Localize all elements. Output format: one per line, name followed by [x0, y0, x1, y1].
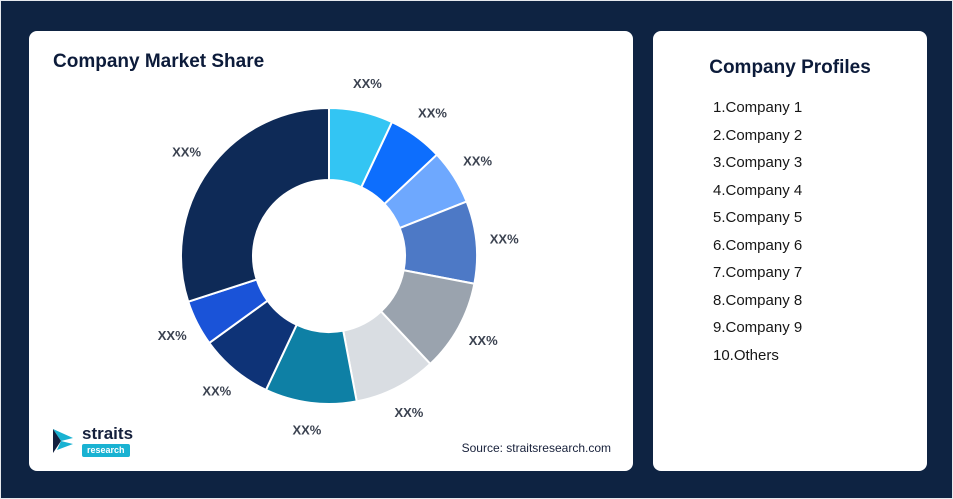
list-item: 8.Company 8	[713, 291, 803, 309]
segment-value-label: XX%	[490, 231, 519, 246]
donut-segment	[180, 107, 330, 303]
segment-value-label: XX%	[418, 106, 447, 121]
list-item: 9.Company 9	[713, 319, 803, 336]
logo-name: straits	[82, 424, 134, 444]
logo-subname: research	[82, 444, 130, 457]
segment-value-label: XX%	[469, 333, 498, 348]
segment-value-label: XX%	[394, 405, 423, 420]
company-profiles-card: Company Profiles 1.Company 1 2.Company 2 3…	[653, 31, 927, 471]
list-item: 4.Company 4	[713, 181, 803, 199]
segment-value-label: XX%	[202, 384, 231, 399]
chart-title: Company Market Share	[53, 51, 265, 72]
list-item: 1.Company 1	[713, 99, 803, 116]
source-attribution: Source: straitsresearch.com	[461, 441, 611, 455]
company-list: 1.Company 1 2.Company 2 3.Company 3 4.Compa…	[713, 99, 927, 364]
segment-value-label: XX%	[463, 154, 492, 169]
segment-value-label: XX%	[158, 328, 187, 343]
list-item: 3.Company 3	[713, 154, 803, 171]
list-item: 10.Others	[713, 346, 779, 364]
segment-value-label: XX%	[172, 145, 201, 160]
straits-logo-icon	[51, 428, 75, 454]
segment-value-label: XX%	[353, 76, 382, 91]
list-item: 2.Company 2	[713, 126, 803, 144]
market-share-card: Company Market Share XX% XX% XX% XX% XX% XX% X…	[29, 31, 633, 471]
profiles-title: Company Profiles	[709, 57, 871, 78]
donut-chart: XX% XX% XX% XX% XX% XX% XX% XX% XX% XX%	[158, 76, 519, 438]
list-item: 5.Company 5	[713, 209, 803, 226]
list-item: 7.Company 7	[713, 264, 803, 281]
segment-value-label: XX%	[292, 423, 321, 438]
straits-research-logo: straits research	[51, 425, 133, 457]
list-item: 6.Company 6	[713, 236, 803, 254]
